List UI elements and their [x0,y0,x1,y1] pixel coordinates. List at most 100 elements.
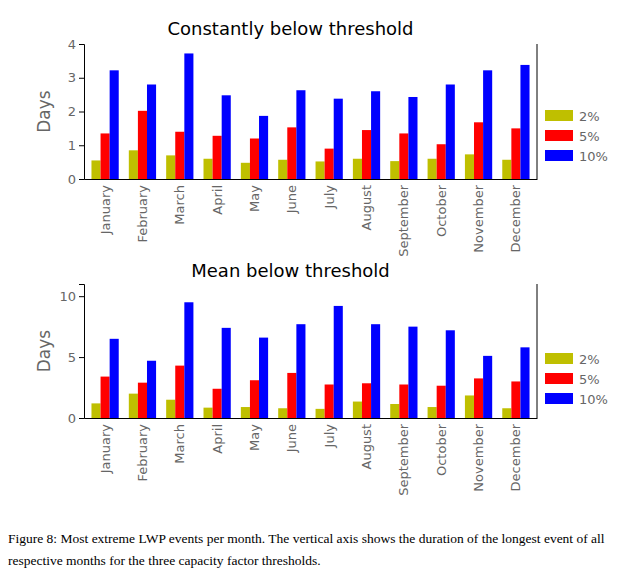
bar [175,366,184,418]
bar [250,139,259,180]
legend-label: 10% [579,149,608,164]
tick: April [210,418,225,454]
bar [241,163,250,179]
title: Mean below threshold [191,260,390,281]
bar [483,70,492,179]
legend-swatch [545,110,573,121]
y-axis: 0 5 10 [59,285,84,426]
bar [399,385,408,419]
bar [110,339,119,418]
bar [278,160,287,179]
tick: 0 [68,172,84,187]
bar [222,95,231,179]
tick: June [284,179,299,214]
tick-label: December [508,423,523,491]
tick: December [508,179,523,252]
bar [502,408,511,418]
tick: November [471,418,486,492]
bar [316,409,325,418]
tick-label: April [210,424,225,454]
bar [428,407,437,418]
chart: 0510JanuaryFebruaryMarchAprilMayJuneJuly… [34,260,608,496]
tick: 1 [68,138,84,153]
tick: 0 [68,411,84,426]
bar [204,408,213,418]
bar [362,130,371,179]
bar [520,347,529,418]
bar [129,150,138,179]
bar [474,378,483,418]
bar [334,306,343,418]
bar [101,377,110,418]
tick: November [471,179,486,253]
x-axis: JanuaryFebruaryMarchAprilMayJuneJulyAugu… [85,418,538,496]
bar [241,407,250,418]
tick: January [98,418,113,474]
bar [287,373,296,418]
tick-label: June [284,424,299,453]
legend-label: 10% [579,392,608,407]
bar [101,133,110,179]
bar [399,133,408,179]
bar [147,85,156,180]
bar [390,404,399,418]
bar [362,383,371,418]
bar [287,127,296,179]
tick: March [172,418,187,464]
tick-label: February [135,424,150,482]
bar [222,328,231,418]
tick: 2 [68,104,84,119]
legend: 2%5%10% [545,109,608,164]
tick: September [396,418,411,496]
tick-label: 3 [68,70,76,85]
tick-mark [79,357,84,358]
bar [213,389,222,418]
tick: 4 [68,37,84,52]
tick-label: 4 [68,37,76,52]
tick-mark [79,78,84,79]
bar [129,394,138,418]
tick-label: 5 [68,350,76,365]
legend-swatch [545,393,573,404]
tick: February [135,179,150,243]
tick-label: 1 [68,138,76,153]
tick-mark [79,179,84,180]
tick-label: April [210,185,225,215]
axis-line [85,179,538,180]
tick: 10 [59,289,84,304]
tick-label: November [471,184,486,252]
bar [520,65,529,179]
bars [91,53,529,179]
frame [537,284,538,418]
tick-label: 0 [68,172,76,187]
bar [184,53,193,179]
tick-mark [79,145,84,146]
tick-label: May [247,185,262,212]
bar [511,128,520,179]
tick: 5 [68,350,84,365]
legend-label: 5% [579,372,600,387]
axis-line [79,285,85,419]
x-axis: JanuaryFebruaryMarchAprilMayJuneJulyAugu… [85,179,538,257]
tick-mark [79,112,84,113]
bar [446,85,455,180]
legend-label: 2% [579,352,600,367]
bar [437,386,446,418]
legend: 2% 5% 10% [545,352,608,407]
bar [184,302,193,418]
bar [502,160,511,179]
tick-label: March [172,424,187,464]
tick: June [284,418,299,453]
bar [390,161,399,179]
tick-label: August [359,424,374,470]
tick-label: July [322,185,337,210]
legend-label: 2% [579,109,600,124]
bar [465,395,474,418]
tick: April [210,179,225,215]
tick-label: 0 [68,411,76,426]
bar [408,327,417,418]
tick-label: May [247,424,262,451]
bars [91,302,529,418]
axis-title: Days [34,90,54,133]
bar [166,155,175,179]
